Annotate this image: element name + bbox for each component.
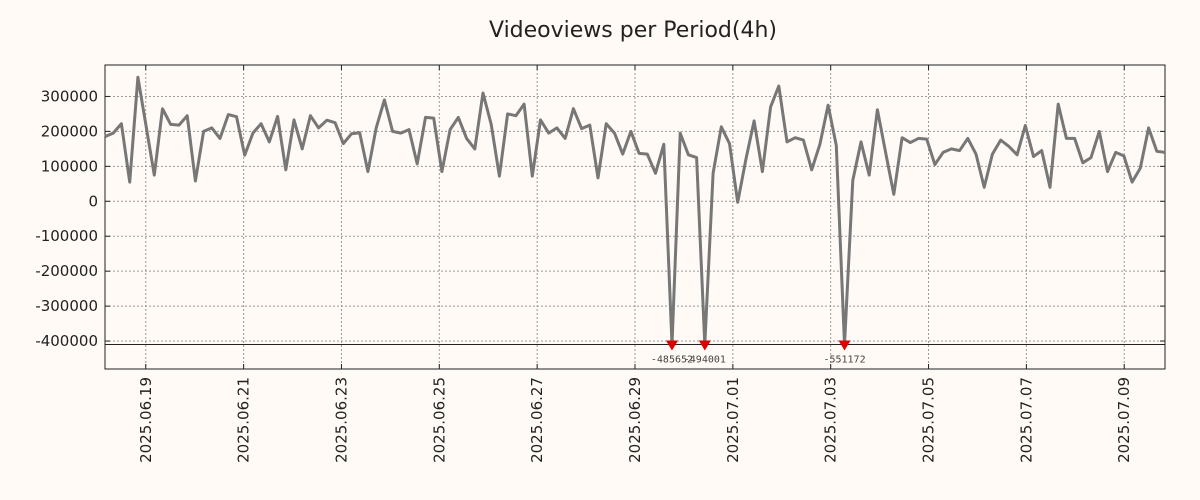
clipped-markers: -485652-494001 -551172: [651, 340, 866, 366]
y-tick-label: -300000: [35, 297, 98, 315]
y-tick-label: 100000: [41, 157, 98, 175]
chart-title: Videoviews per Period(4h): [489, 18, 777, 43]
x-tick-label: 2025.06.19: [137, 377, 155, 463]
x-tick-label: 2025.06.21: [235, 377, 253, 463]
clipped-value-label: -494001: [684, 355, 726, 366]
x-tick-label: 2025.06.25: [430, 377, 448, 463]
y-tick-label: -100000: [35, 227, 98, 245]
clipped-value-label: -485652: [651, 355, 693, 366]
y-tick-label: 0: [88, 192, 98, 210]
x-tick-label: 2025.07.09: [1115, 377, 1133, 463]
series-group: [104, 75, 1166, 346]
x-tick-label: 2025.07.03: [822, 377, 840, 463]
y-tick-label: -400000: [35, 332, 98, 350]
x-tick-label: 2025.06.29: [626, 377, 644, 463]
y-axis: 300000 200000 100000 0 -100000 -200000 -300000…: [35, 87, 1165, 350]
x-tick-label: 2025.07.05: [920, 377, 938, 463]
series-line-videoviews: [104, 75, 1166, 346]
x-axis: 2025.06.19 2025.06.21 2025.06.23 2025.06.25…: [137, 65, 1133, 463]
x-tick-label: 2025.07.07: [1017, 377, 1035, 463]
clipped-value-label: -551172: [823, 355, 865, 366]
clipped-marker: [698, 340, 711, 351]
grid: [105, 65, 1165, 369]
y-tick-label: 200000: [41, 122, 98, 140]
clipped-marker: [838, 340, 851, 351]
clipped-marker: [665, 340, 678, 351]
y-tick-label: -200000: [35, 262, 98, 280]
x-tick-label: 2025.07.01: [724, 377, 742, 463]
x-tick-label: 2025.06.27: [528, 377, 546, 463]
y-tick-label: 300000: [41, 87, 98, 105]
x-tick-label: 2025.06.23: [332, 377, 350, 463]
